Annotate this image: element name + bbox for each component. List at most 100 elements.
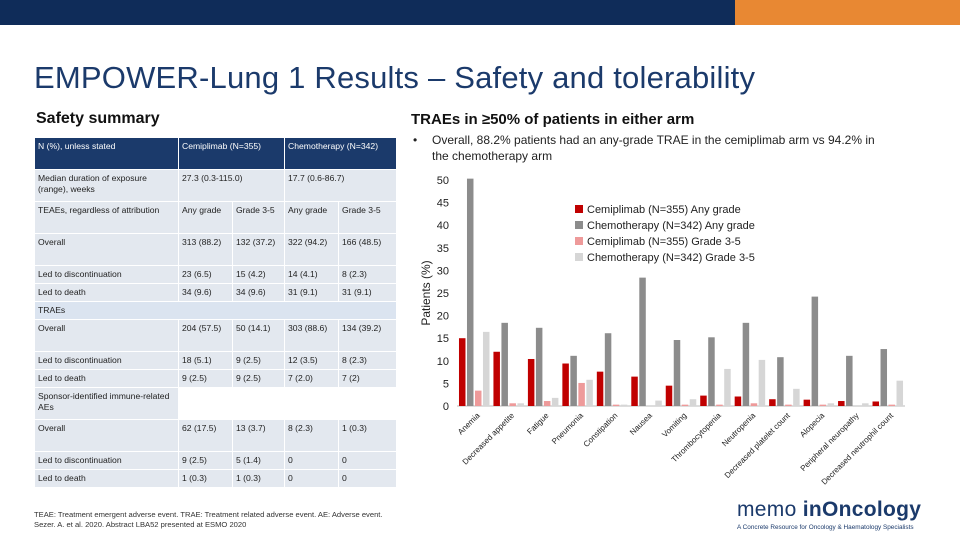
table-cell: 1 (0.3) bbox=[178, 469, 233, 488]
table-cell: 27.3 (0.3-115.0) bbox=[177, 169, 286, 202]
y-tick-label: 45 bbox=[437, 198, 449, 210]
table-cell: 34 (9.6) bbox=[231, 283, 286, 302]
bar bbox=[734, 396, 742, 406]
table-cell: 1 (0.3) bbox=[338, 419, 398, 452]
safety-summary-table: N (%), unless stated Cemiplimab (N=355) … bbox=[33, 137, 398, 488]
table-cell: 18 (5.1) bbox=[178, 351, 233, 370]
table-cell: 9 (2.5) bbox=[231, 369, 286, 388]
bar bbox=[493, 351, 500, 406]
bar bbox=[769, 399, 776, 406]
legend-swatch bbox=[575, 253, 583, 261]
y-tick-label: 10 bbox=[437, 356, 449, 368]
table-cell: 313 (88.2) bbox=[178, 233, 233, 266]
bar bbox=[673, 340, 681, 406]
bar bbox=[750, 403, 758, 406]
table-row: Median duration of exposure (range), wee… bbox=[34, 169, 398, 202]
table-cell: 50 (14.1) bbox=[231, 319, 286, 352]
bar bbox=[758, 359, 766, 406]
table-row: TEAEs, regardless of attribution Any gra… bbox=[34, 201, 398, 234]
legend-swatch bbox=[575, 221, 583, 229]
table-header-cell: N (%), unless stated bbox=[34, 137, 179, 170]
table-row: Led to discontinuation 9 (2.5) 5 (1.4) 0… bbox=[34, 451, 398, 470]
bar bbox=[880, 349, 888, 406]
bar bbox=[586, 379, 593, 406]
table-cell: 5 (1.4) bbox=[231, 451, 286, 470]
table-cell: Grade 3-5 bbox=[231, 201, 286, 234]
footnote-abbreviations: TEAE: Treatment emergent adverse event. … bbox=[34, 510, 383, 519]
table-row: Led to death 34 (9.6) 34 (9.6) 31 (9.1) … bbox=[34, 283, 398, 302]
bar bbox=[639, 277, 646, 406]
safety-summary-heading: Safety summary bbox=[36, 110, 160, 127]
legend-label: Cemiplimab (N=355) Any grade bbox=[587, 204, 741, 216]
logo-wordmark: memo inOncology bbox=[737, 498, 922, 521]
bar bbox=[612, 404, 620, 406]
table-cell: 9 (2.5) bbox=[178, 451, 233, 470]
table-cell: 0 bbox=[284, 469, 340, 488]
bar bbox=[665, 385, 673, 406]
bar bbox=[655, 400, 662, 406]
x-category-label: Fatigue bbox=[525, 411, 551, 437]
row-label: Overall bbox=[34, 319, 179, 352]
table-cell: 23 (6.5) bbox=[178, 265, 233, 284]
table-cell: 1 (0.3) bbox=[231, 469, 286, 488]
table-cell: 322 (94.2) bbox=[284, 233, 340, 266]
table-cell: 8 (2.3) bbox=[338, 265, 398, 284]
section-label: Sponsor-identified immune-related AEs bbox=[34, 387, 179, 420]
slide-title: EMPOWER-Lung 1 Results – Safety and tole… bbox=[34, 60, 756, 95]
y-tick-label: 35 bbox=[437, 243, 449, 255]
row-label: Led to death bbox=[34, 283, 179, 302]
bar bbox=[509, 403, 516, 406]
row-label: Led to death bbox=[34, 469, 179, 488]
table-cell: 7 (2) bbox=[338, 369, 398, 388]
bar bbox=[620, 404, 628, 406]
table-header-cell: Cemiplimab (N=355) bbox=[177, 137, 286, 170]
bar bbox=[681, 404, 689, 406]
bar bbox=[862, 403, 869, 406]
table-cell: 12 (3.5) bbox=[284, 351, 340, 370]
table-header-row: N (%), unless stated Cemiplimab (N=355) … bbox=[34, 137, 398, 170]
table-section-row: TRAEs bbox=[33, 301, 398, 320]
row-label: Led to discontinuation bbox=[34, 265, 179, 284]
y-tick-label: 25 bbox=[437, 288, 449, 300]
bar bbox=[819, 404, 827, 406]
bar bbox=[742, 322, 750, 406]
x-category-label: Decreased platelet count bbox=[723, 411, 792, 480]
header-band-navy bbox=[0, 0, 735, 25]
table-cell: 15 (4.2) bbox=[231, 265, 286, 284]
table-cell: 7 (2.0) bbox=[284, 369, 340, 388]
table-cell: 9 (2.5) bbox=[231, 351, 286, 370]
y-tick-label: 40 bbox=[437, 220, 449, 232]
table-cell: 9 (2.5) bbox=[178, 369, 233, 388]
table-cell: 31 (9.1) bbox=[338, 283, 398, 302]
table-row: Led to death 9 (2.5) 9 (2.5) 7 (2.0) 7 (… bbox=[34, 369, 398, 388]
bar bbox=[535, 327, 543, 406]
bar bbox=[724, 368, 731, 406]
y-tick-label: 5 bbox=[443, 378, 449, 390]
footnote: TEAE: Treatment emergent adverse event. … bbox=[34, 510, 383, 530]
row-label: Led to death bbox=[34, 369, 179, 388]
bar bbox=[689, 399, 697, 406]
section-label: TRAEs bbox=[33, 301, 398, 320]
table-cell-empty bbox=[177, 387, 398, 420]
bar bbox=[827, 403, 835, 406]
bar bbox=[596, 371, 604, 406]
table-cell: Any grade bbox=[178, 201, 233, 234]
bar bbox=[570, 355, 577, 406]
x-category-label: Pneumonia bbox=[550, 411, 585, 446]
bar bbox=[777, 357, 784, 406]
table-cell: 0 bbox=[284, 451, 340, 470]
legend-label: Chemotherapy (N=342) Grade 3-5 bbox=[587, 252, 755, 264]
table-row: Overall 204 (57.5) 50 (14.1) 303 (88.6) … bbox=[34, 319, 398, 352]
x-category-label: Neutropenia bbox=[720, 411, 758, 449]
bar bbox=[803, 399, 811, 406]
table-row: Overall 313 (88.2) 132 (37.2) 322 (94.2)… bbox=[34, 233, 398, 266]
table-row: Overall 62 (17.5) 13 (3.7) 8 (2.3) 1 (0.… bbox=[34, 419, 398, 452]
bar bbox=[785, 404, 792, 406]
bar bbox=[562, 363, 569, 406]
y-axis-label: Patients (%) bbox=[419, 260, 433, 325]
table-cell: 13 (3.7) bbox=[231, 419, 286, 452]
table-row: Led to discontinuation 23 (6.5) 15 (4.2)… bbox=[34, 265, 398, 284]
table-cell: 34 (9.6) bbox=[178, 283, 233, 302]
table-section-row: Sponsor-identified immune-related AEs bbox=[34, 387, 398, 420]
table-cell: 0 bbox=[338, 451, 398, 470]
